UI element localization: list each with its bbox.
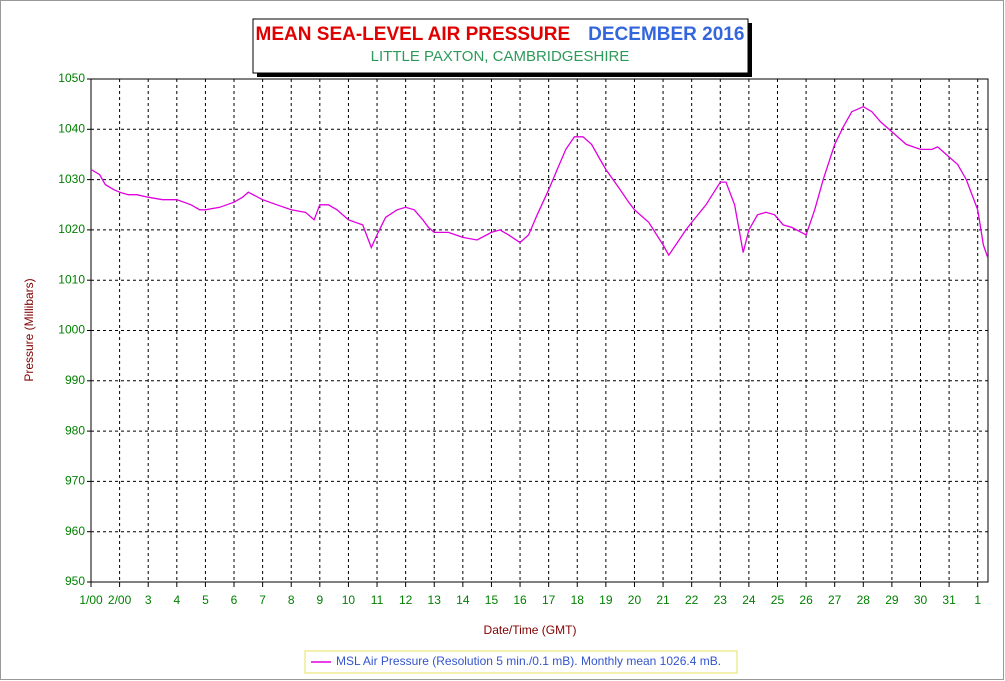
x-tick-label: 30 xyxy=(914,593,928,607)
title-period: DECEMBER 2016 xyxy=(588,24,744,45)
x-tick-label: 26 xyxy=(799,593,813,607)
y-tick-label: 990 xyxy=(65,373,85,387)
x-tick-label: 27 xyxy=(828,593,842,607)
x-axis-title: Date/Time (GMT) xyxy=(484,623,577,637)
legend-box xyxy=(304,650,738,674)
x-tick-label: 23 xyxy=(714,593,728,607)
x-tick-label: 19 xyxy=(599,593,613,607)
y-tick-label: 1030 xyxy=(58,172,85,186)
x-tick-label: 8 xyxy=(288,593,295,607)
plot-area xyxy=(90,78,989,583)
x-tick-label: 13 xyxy=(428,593,442,607)
y-axis-title: Pressure (Millibars) xyxy=(22,278,36,381)
x-tick-label: 17 xyxy=(542,593,556,607)
x-tick-label: 10 xyxy=(342,593,356,607)
x-tick-label: 1/00 xyxy=(79,593,103,607)
pressure-line xyxy=(90,105,989,258)
y-tick-label: 1040 xyxy=(58,121,85,135)
x-tick-label: 12 xyxy=(399,593,413,607)
x-tick-label: 22 xyxy=(685,593,699,607)
y-tick-label: 1010 xyxy=(58,272,85,286)
title-main: MEAN SEA-LEVEL AIR PRESSURE xyxy=(256,24,571,45)
y-tick-label: 1020 xyxy=(58,222,85,236)
x-tick-label: 20 xyxy=(628,593,642,607)
x-tick-label: 24 xyxy=(742,593,756,607)
x-tick-label: 11 xyxy=(371,593,384,607)
x-tick-label: 15 xyxy=(485,593,499,607)
x-tick-label: 3 xyxy=(145,593,152,607)
y-tick-label: 1050 xyxy=(58,71,85,85)
x-tick-label: 28 xyxy=(857,593,871,607)
y-tick-label: 970 xyxy=(65,474,85,488)
x-tick-label: 1 xyxy=(974,593,981,607)
y-tick-label: 980 xyxy=(65,423,85,437)
x-tick-label: 31 xyxy=(942,593,956,607)
x-tick-label: 6 xyxy=(231,593,238,607)
title: MEAN SEA-LEVEL AIR PRESSURE DECEMBER 2016 xyxy=(256,24,745,45)
x-tick-label: 16 xyxy=(513,593,527,607)
subtitle: LITTLE PAXTON, CAMBRIDGESHIRE xyxy=(371,48,630,65)
y-tick-label: 1000 xyxy=(58,323,85,337)
y-tick-label: 950 xyxy=(65,574,85,588)
x-tick-label: 4 xyxy=(173,593,180,607)
x-tick-label: 25 xyxy=(771,593,785,607)
x-tick-label: 21 xyxy=(656,593,670,607)
x-tick-label: 14 xyxy=(456,593,470,607)
x-tick-label: 29 xyxy=(885,593,899,607)
title-box xyxy=(252,18,749,74)
x-tick-label: 7 xyxy=(259,593,266,607)
x-tick-label: 2/00 xyxy=(108,593,132,607)
x-tick-label: 18 xyxy=(571,593,585,607)
y-tick-label: 960 xyxy=(65,524,85,538)
x-tick-label: 9 xyxy=(316,593,323,607)
x-tick-label: 5 xyxy=(202,593,209,607)
legend-label: MSL Air Pressure (Resolution 5 min./0.1 … xyxy=(336,654,721,668)
